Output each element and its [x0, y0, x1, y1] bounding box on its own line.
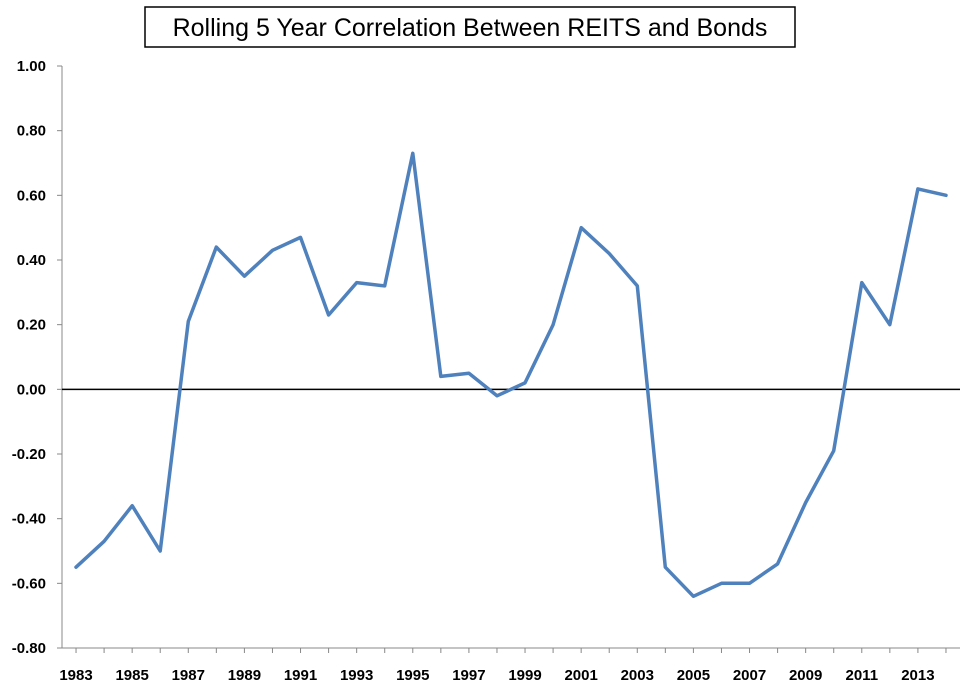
- y-tick-label: -0.40: [12, 511, 46, 528]
- x-tick-label: 1987: [172, 667, 205, 684]
- y-tick-label: 1.00: [17, 58, 46, 75]
- x-tick-label: 2001: [564, 667, 597, 684]
- x-tick-label: 1999: [508, 667, 541, 684]
- y-tick-label: 0.40: [17, 252, 46, 269]
- chart-title: Rolling 5 Year Correlation Between REITS…: [144, 6, 796, 48]
- x-tick-label: 2005: [677, 667, 710, 684]
- y-tick-label: 0.60: [17, 187, 46, 204]
- x-tick-label: 1993: [340, 667, 373, 684]
- x-tick-label: 2013: [901, 667, 934, 684]
- x-tick-label: 1995: [396, 667, 429, 684]
- chart-title-box: [144, 6, 796, 48]
- x-tick-label: 1989: [228, 667, 261, 684]
- y-tick-label: 0.80: [17, 123, 46, 140]
- y-tick-label: 0.20: [17, 317, 46, 334]
- x-tick-label: 2007: [733, 667, 766, 684]
- y-tick-label: -0.20: [12, 446, 46, 463]
- x-tick-label: 2009: [789, 667, 822, 684]
- x-tick-label: 2011: [846, 667, 879, 684]
- x-tick-label: 1983: [59, 667, 92, 684]
- x-tick-label: 1997: [452, 667, 485, 684]
- y-tick-label: 0.00: [17, 381, 46, 398]
- chart-title-text: Rolling 5 Year Correlation Between REITS…: [173, 14, 768, 42]
- x-tick-label: 1985: [115, 667, 148, 684]
- x-tick-label: 1991: [284, 667, 317, 684]
- y-tick-label: -0.60: [12, 575, 46, 592]
- y-tick-label: -0.80: [12, 640, 46, 657]
- series-line: [74, 151, 948, 599]
- plot-area: 1.00 0.80 0.60 0.40 0.20 0.00 -0.20 -0.40 -0.60 -…: [12, 58, 960, 684]
- x-tick-label: 2003: [621, 667, 654, 684]
